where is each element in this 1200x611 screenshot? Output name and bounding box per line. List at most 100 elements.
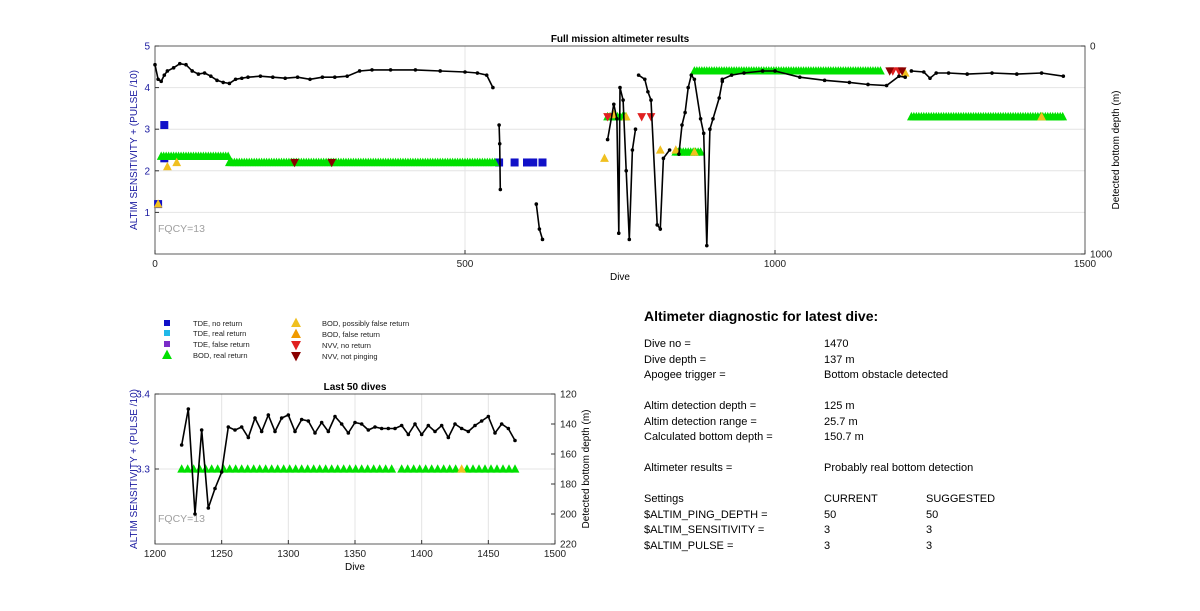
depth-point (1061, 74, 1066, 78)
depth-point (258, 74, 263, 78)
x-tick-label: 1450 (477, 549, 500, 560)
diag-row-altim-detection-depth: Altim detection depth = 125 m (644, 400, 1164, 416)
legend-label: BOD, real return (193, 351, 248, 360)
depth-point (742, 71, 746, 75)
data-point (474, 464, 484, 473)
data-point (285, 464, 295, 473)
data-point (495, 158, 504, 167)
depth-point (202, 71, 207, 75)
depth-point (333, 414, 337, 419)
depth-point (633, 127, 638, 131)
depth-point (498, 187, 503, 192)
data-point (696, 147, 705, 156)
x-tick-label: 1400 (411, 549, 434, 560)
depth-point (513, 438, 517, 443)
data-point (498, 464, 508, 473)
depth-line (535, 204, 544, 240)
y-axis-label: ALTIM SENSITIVITY + (PULSE /10) (129, 70, 140, 230)
data-point (225, 464, 235, 473)
depth-point (165, 69, 170, 73)
diagnostic-heading: Altimeter diagnostic for latest dive: (644, 308, 879, 324)
diag-label: Altimeter results = (644, 462, 733, 474)
depth-point (466, 429, 471, 434)
depth-point (413, 422, 417, 426)
depth-point (934, 71, 938, 75)
data-point (309, 464, 319, 473)
x-tick-label: 1000 (764, 259, 787, 270)
depth-point (605, 137, 610, 142)
data-point (363, 464, 373, 473)
depth-point (413, 68, 418, 72)
diag-row-apogee-trigger: Apogee trigger = Bottom obstacle detecte… (644, 369, 1164, 385)
data-point (183, 464, 193, 473)
diag-value: 125 m (824, 400, 855, 412)
depth-point (221, 80, 225, 85)
depth-point (246, 75, 250, 79)
depth-point (683, 110, 687, 115)
data-point (468, 464, 478, 473)
depth-point (366, 428, 371, 432)
depth-point (379, 426, 384, 431)
depth-point (233, 77, 238, 82)
setting-current: 3 (824, 524, 831, 536)
depth-point (370, 68, 374, 72)
data-point (172, 157, 182, 167)
depth-point (479, 419, 484, 423)
depth-point (499, 422, 504, 426)
depth-point (178, 61, 182, 66)
depth-point (273, 429, 277, 434)
data-point (333, 464, 343, 473)
legend-marker-triangle-up (291, 317, 301, 328)
setting-suggested: 50 (926, 508, 939, 521)
depth-point (667, 148, 672, 152)
diag-value: 25.7 m (824, 415, 858, 428)
depth-point (239, 425, 244, 429)
depth-point (439, 423, 444, 428)
x-tick-label: 1500 (544, 549, 567, 560)
y2-tick-label: 140 (560, 420, 577, 431)
depth-point (156, 77, 160, 82)
legend-marker-square (164, 330, 170, 336)
x-tick-label: 500 (457, 259, 474, 270)
data-point (327, 158, 337, 168)
depth-point (646, 89, 650, 94)
depth-point (293, 429, 297, 434)
depth-point (658, 227, 663, 231)
legend-marker-square (164, 341, 170, 347)
settings-header-current: CURRENT (824, 493, 878, 505)
x-tick-label: 1300 (277, 549, 300, 560)
setting-suggested: 3 (926, 524, 933, 536)
setting-current: 50 (824, 508, 837, 521)
y2-axis-label: Detected bottom depth (m) (581, 410, 592, 529)
setting-current: 3 (824, 539, 831, 552)
data-point (339, 464, 349, 473)
data-point (427, 464, 437, 473)
depth-point (388, 68, 393, 72)
x-axis-label: Dive (345, 562, 365, 573)
setting-label: $ALTIM_PULSE = (644, 539, 734, 552)
data-point (504, 464, 514, 473)
depth-point (708, 127, 712, 131)
depth-point (990, 71, 994, 75)
depth-point (1015, 72, 1019, 76)
depth-point (506, 426, 511, 431)
data-point (885, 67, 895, 76)
diag-label: Apogee trigger = (644, 369, 726, 381)
legend-label: TDE, real return (193, 329, 246, 338)
data-point (603, 113, 612, 122)
diag-value: Bottom obstacle detected (824, 369, 949, 381)
y2-tick-label: 160 (560, 450, 577, 461)
data-point (637, 113, 647, 122)
data-point (409, 464, 419, 473)
data-point (510, 464, 520, 473)
depth-point (186, 407, 191, 411)
depth-point (153, 62, 157, 67)
depth-point (271, 75, 275, 79)
y-axis-label: ALTIM SENSITIVITY + (PULSE /10) (129, 389, 140, 549)
depth-point (473, 423, 477, 428)
depth-point (615, 117, 619, 121)
depth-line (638, 74, 671, 232)
depth-point (463, 70, 467, 74)
depth-point (649, 98, 653, 102)
data-point (321, 464, 331, 473)
